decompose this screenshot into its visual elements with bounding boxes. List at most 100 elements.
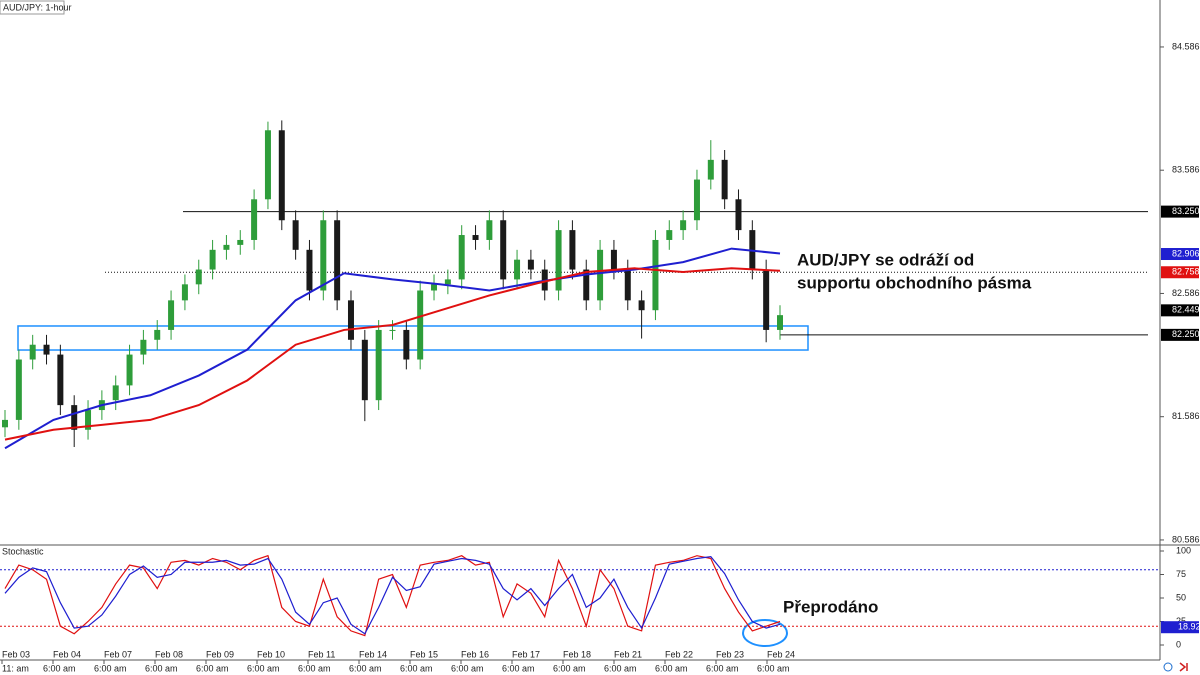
y-tick-label: 100: [1176, 545, 1191, 555]
candle-body: [527, 259, 534, 270]
candle-body: [652, 239, 659, 311]
price-label: 82.906: [1172, 248, 1200, 258]
candle-body: [57, 354, 64, 406]
y-tick-label: 81.586: [1172, 411, 1200, 421]
x-time-label: 6:00 am: [757, 663, 790, 673]
highlight-ellipse: [742, 619, 788, 647]
annotation: AUD/JPY se odráží od: [797, 250, 974, 269]
candle-body: [2, 419, 8, 428]
x-tick-label: Feb 04: [53, 649, 81, 659]
x-time-label: 6:00 am: [706, 663, 739, 673]
x-time-label: 6:00 am: [553, 663, 586, 673]
price-label: 82.449: [1172, 305, 1200, 315]
indicator-title: Stochastic: [2, 546, 44, 556]
y-tick-label: 50: [1176, 592, 1186, 602]
x-time-label: 6:00 am: [145, 663, 178, 673]
x-time-label: 6:00 am: [94, 663, 127, 673]
x-time-label: 6:00 am: [400, 663, 433, 673]
candle-body: [472, 235, 479, 240]
candle-body: [209, 249, 216, 270]
candle-body: [763, 269, 770, 330]
x-tick-label: Feb 16: [461, 649, 489, 659]
candle-body: [264, 130, 271, 200]
candle-body: [85, 410, 92, 430]
support-zone: [17, 325, 809, 351]
y-tick-label: 25: [1176, 616, 1186, 626]
toolbar-icons[interactable]: [1163, 662, 1188, 672]
x-tick-label: Feb 10: [257, 649, 285, 659]
y-tick-label: 82.586: [1172, 288, 1200, 298]
y-tick-label: 84.586: [1172, 41, 1200, 51]
title-box: [0, 0, 65, 15]
x-time-label: 6:00 am: [502, 663, 535, 673]
candle-body: [181, 284, 188, 301]
candle-body: [555, 230, 562, 291]
x-tick-label: Feb 15: [410, 649, 438, 659]
candle-body: [458, 235, 465, 280]
candle-body: [361, 339, 368, 401]
candle-body: [666, 230, 673, 240]
candle-body: [43, 344, 50, 355]
sync-icon[interactable]: [1163, 662, 1173, 672]
candle-body: [721, 159, 728, 200]
candle-body: [140, 339, 147, 355]
x-time-label: 6:00 am: [247, 663, 280, 673]
x-tick-label: Feb 24: [767, 649, 795, 659]
candle-body: [347, 300, 354, 340]
price-label-box: [1161, 266, 1199, 279]
candle-body: [514, 259, 521, 280]
candle-body: [251, 199, 258, 240]
x-tick-label: Feb 09: [206, 649, 234, 659]
candle-body: [569, 230, 576, 270]
candle-body: [624, 269, 631, 301]
candle-body: [278, 130, 285, 221]
x-time-label: 6:00 am: [298, 663, 331, 673]
price-label-box: [1161, 205, 1199, 218]
x-tick-label: Feb 07: [104, 649, 132, 659]
candle-body: [707, 159, 714, 180]
price-label-box: [1161, 328, 1199, 341]
goto-end-icon[interactable]: [1179, 662, 1188, 672]
candle-body: [320, 220, 327, 291]
x-time-label: 6:00 am: [655, 663, 688, 673]
x-tick-label: Feb 18: [563, 649, 591, 659]
candle-body: [112, 385, 119, 401]
candle-body: [583, 269, 590, 301]
indicator-label: 18.92: [1178, 622, 1200, 632]
candle-body: [444, 279, 451, 285]
candle-body: [223, 244, 230, 250]
candle-body: [29, 344, 36, 360]
x-tick-label: Feb 08: [155, 649, 183, 659]
annotation: supportu obchodního pásma: [797, 273, 1032, 292]
candle-body: [417, 290, 424, 360]
price-label-box: [1161, 248, 1199, 261]
candle-body: [680, 220, 687, 231]
x-time-label: 6:00 am: [196, 663, 229, 673]
price-label: 82.758: [1172, 267, 1200, 277]
stochastic-line: [4, 556, 781, 635]
candle-body: [15, 359, 22, 420]
price-label-box: [1161, 304, 1199, 317]
candle-body: [500, 220, 507, 280]
y-tick-label: 83.586: [1172, 165, 1200, 175]
x-tick-label: Feb 03: [2, 649, 30, 659]
x-time-label: 6:00 am: [349, 663, 382, 673]
candle-body: [389, 329, 396, 331]
candle-body: [306, 249, 313, 291]
candle-body: [154, 329, 161, 340]
x-tick-label: Feb 11: [308, 649, 335, 659]
candle-body: [126, 354, 133, 386]
chart-title: AUD/JPY: 1-hour: [3, 2, 72, 12]
candle-body: [486, 220, 493, 240]
x-time-label: 6:00 am: [43, 663, 76, 673]
x-time-label: 11: am: [2, 663, 29, 673]
candle-body: [334, 220, 341, 301]
x-tick-label: Feb 22: [665, 649, 693, 659]
candle-body: [693, 179, 700, 221]
moving-average: [4, 247, 781, 450]
candle-body: [237, 239, 244, 245]
candle-body: [610, 249, 617, 270]
candle-body: [597, 249, 604, 301]
candle-body: [431, 284, 438, 291]
